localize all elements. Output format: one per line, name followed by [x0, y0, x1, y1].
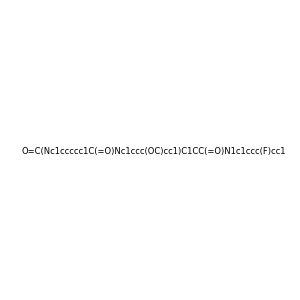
Text: O=C(Nc1ccccc1C(=O)Nc1ccc(OC)cc1)C1CC(=O)N1c1ccc(F)cc1: O=C(Nc1ccccc1C(=O)Nc1ccc(OC)cc1)C1CC(=O)…	[22, 147, 286, 156]
